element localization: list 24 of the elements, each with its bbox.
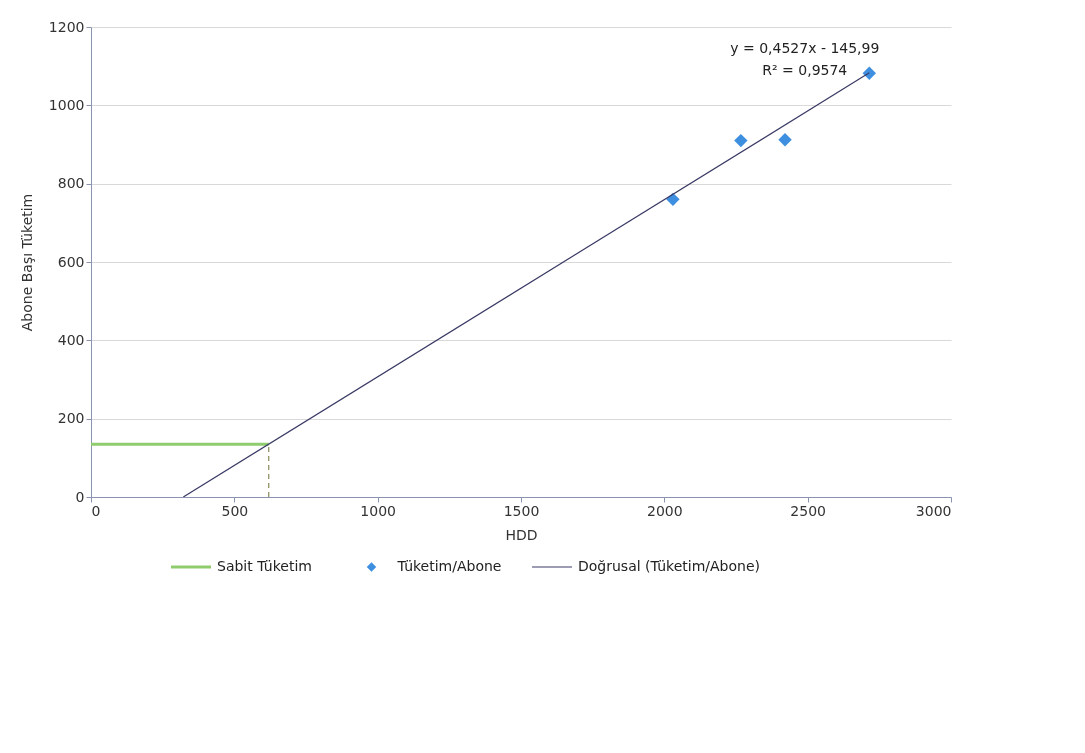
x-tick-label: 500 [221, 502, 249, 519]
x-tick-label: 0 [91, 502, 101, 519]
x-axis-title: HDD [505, 526, 538, 543]
point [734, 133, 748, 148]
y-tick-label: 0 [75, 488, 85, 505]
point [778, 133, 792, 147]
y-tick-label: 1000 [48, 96, 85, 113]
annotation: y = 0,4527x - 145,99 [730, 40, 880, 56]
y-tick-label: 200 [57, 410, 85, 427]
point [862, 66, 877, 80]
legend-label: Tüketim/Abone [396, 558, 502, 574]
y-tick-label: 600 [57, 253, 85, 270]
y-axis-title: Abone Başı Tüketim [18, 193, 35, 332]
x-tick-label: 1000 [360, 502, 396, 519]
y-tick-label: 400 [57, 331, 85, 348]
x-tick-label: 2500 [790, 502, 826, 519]
x-tick-label: 1500 [503, 502, 540, 519]
y-tick-label: 1200 [48, 18, 85, 35]
x-tick-label: 2000 [647, 502, 683, 519]
legend-label: Doğrusal (Tüketim/Abone) [578, 558, 760, 574]
legend-label: Sabit Tüketim [217, 558, 312, 574]
y-tick-label: 800 [57, 175, 85, 192]
x-tick-label: 3000 [915, 502, 952, 519]
annotation: R² = 0,9574 [762, 62, 848, 78]
